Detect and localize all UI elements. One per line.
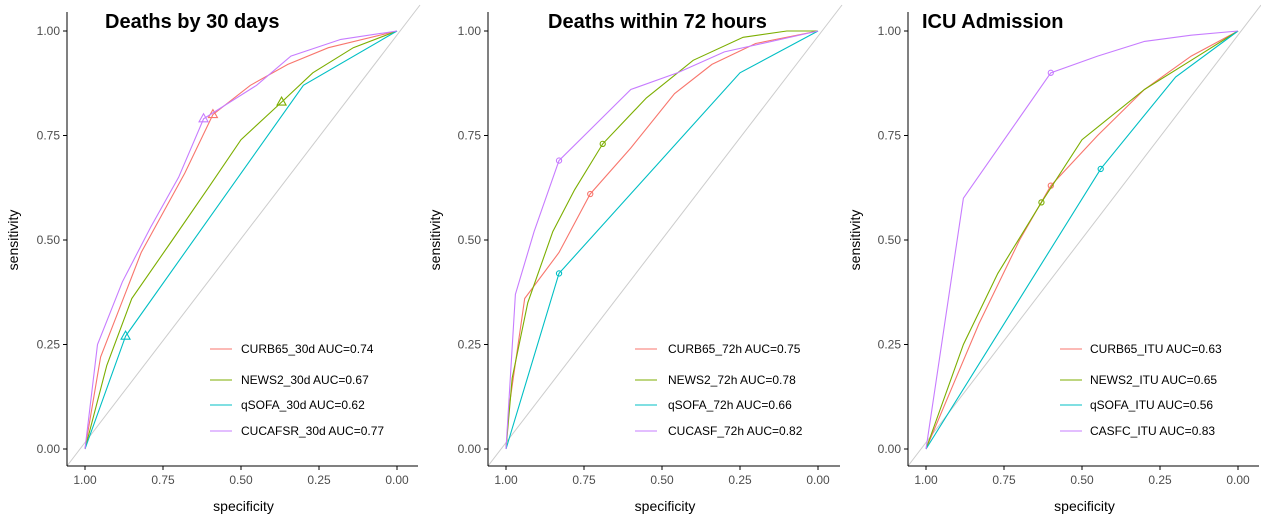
- y-tick-label: 0.75: [37, 129, 61, 143]
- reference-diagonal: [487, 4, 843, 467]
- threshold-point-marker: [120, 330, 132, 340]
- y-tick-label: 0.00: [878, 442, 902, 456]
- threshold-point-marker: [1038, 199, 1045, 206]
- roc-curve-qsofa-30d: [84, 30, 398, 450]
- y-tick-label: 1.00: [37, 24, 61, 38]
- reference-diagonal: [907, 4, 1261, 467]
- chart-title: ICU Admission: [922, 11, 1064, 33]
- x-tick-label: 0.75: [992, 473, 1016, 487]
- legend-label: CURB65_72h AUC=0.75: [668, 342, 801, 356]
- y-tick-label: 0.50: [458, 233, 482, 247]
- reference-diagonal: [66, 4, 421, 467]
- threshold-point-marker: [1047, 69, 1054, 76]
- x-tick-label: 0.50: [1070, 473, 1094, 487]
- threshold-point-marker: [599, 140, 606, 148]
- roc-panel-2: 0.00 0.25 0.50 0.75 1.00 1.00 0.75 0.50 0.25 0.00…: [427, 4, 843, 514]
- y-tick-label: 0.75: [458, 129, 482, 143]
- legend-label: qSOFA_30d AUC=0.62: [241, 398, 365, 412]
- y-tick-label: 0.25: [458, 338, 482, 352]
- legend-label: CURB65_30d AUC=0.74: [241, 342, 374, 356]
- roc-curve-curb65-itu: [925, 30, 1239, 450]
- legend-label: qSOFA_72h AUC=0.66: [668, 398, 792, 412]
- legend-label: NEWS2_ITU AUC=0.65: [1090, 373, 1217, 387]
- threshold-point-marker: [555, 157, 563, 164]
- legend-label: NEWS2_30d AUC=0.67: [241, 373, 369, 387]
- y-tick-label: 0.25: [878, 338, 902, 352]
- legend-label: CUCAFSR_30d AUC=0.77: [241, 424, 384, 438]
- y-tick-label: 0.00: [37, 442, 61, 456]
- roc-curve-news2-72h: [505, 30, 818, 450]
- chart-title: Deaths by 30 days: [105, 11, 280, 33]
- y-tick-label: 0.50: [878, 233, 902, 247]
- legend-label: CURB65_ITU AUC=0.63: [1090, 342, 1222, 356]
- x-axis-label: specificity: [635, 498, 696, 514]
- x-tick-label: 0.00: [1226, 473, 1250, 487]
- roc-curve-news2-itu: [925, 30, 1239, 450]
- threshold-point-marker: [207, 108, 219, 119]
- roc-curve-curb65-30d: [84, 30, 398, 450]
- x-tick-label: 0.00: [806, 473, 830, 487]
- x-tick-label: 0.25: [728, 473, 752, 487]
- threshold-point-marker: [555, 270, 563, 277]
- roc-curve-news2-30d: [84, 30, 398, 450]
- x-tick-label: 0.50: [650, 473, 674, 487]
- x-tick-label: 0.00: [385, 473, 409, 487]
- y-tick-label: 0.75: [878, 129, 902, 143]
- x-axis-label: specificity: [213, 498, 274, 514]
- threshold-point-marker: [587, 190, 594, 198]
- roc-curve-casfc-itu: [925, 30, 1239, 450]
- legend-label: CASFC_ITU AUC=0.83: [1090, 424, 1215, 438]
- x-tick-label: 0.50: [229, 473, 253, 487]
- y-axis-label: sensitivity: [847, 210, 863, 271]
- roc-curve-cucasf-72h: [505, 30, 819, 450]
- y-tick-label: 1.00: [458, 24, 482, 38]
- roc-curve-qsofa-itu: [925, 30, 1239, 450]
- x-axis-label: specificity: [1054, 498, 1115, 514]
- threshold-point-marker: [1097, 165, 1104, 173]
- x-tick-label: 0.25: [307, 473, 331, 487]
- legend-label: qSOFA_ITU AUC=0.56: [1090, 398, 1213, 412]
- roc-panel-1: 0.00 0.25 0.50 0.75 1.00 1.00 0.75 0.50 0.25 0.00…: [5, 4, 421, 514]
- roc-panel-3: 0.00 0.25 0.50 0.75 1.00 1.00 0.75 0.50 0.25 0.00…: [847, 4, 1261, 514]
- x-tick-label: 0.75: [151, 473, 175, 487]
- roc-curve-qsofa-72h: [505, 30, 819, 450]
- chart-title: Deaths within 72 hours: [548, 11, 767, 33]
- y-tick-label: 0.25: [37, 338, 61, 352]
- y-tick-label: 1.00: [878, 24, 902, 38]
- threshold-point-marker: [198, 112, 210, 123]
- y-axis-label: sensitivity: [5, 210, 21, 271]
- x-tick-label: 1.00: [494, 473, 518, 487]
- threshold-point-marker: [276, 95, 288, 106]
- x-tick-label: 0.25: [1148, 473, 1172, 487]
- x-tick-label: 1.00: [73, 473, 97, 487]
- x-tick-label: 1.00: [914, 473, 938, 487]
- y-tick-label: 0.00: [458, 442, 482, 456]
- legend-label: CUCASF_72h AUC=0.82: [668, 424, 803, 438]
- y-axis-label: sensitivity: [427, 210, 443, 271]
- y-tick-label: 0.50: [37, 233, 61, 247]
- x-tick-label: 0.75: [572, 473, 596, 487]
- roc-curve-cucafsr-30d: [84, 30, 398, 450]
- legend-label: NEWS2_72h AUC=0.78: [668, 373, 796, 387]
